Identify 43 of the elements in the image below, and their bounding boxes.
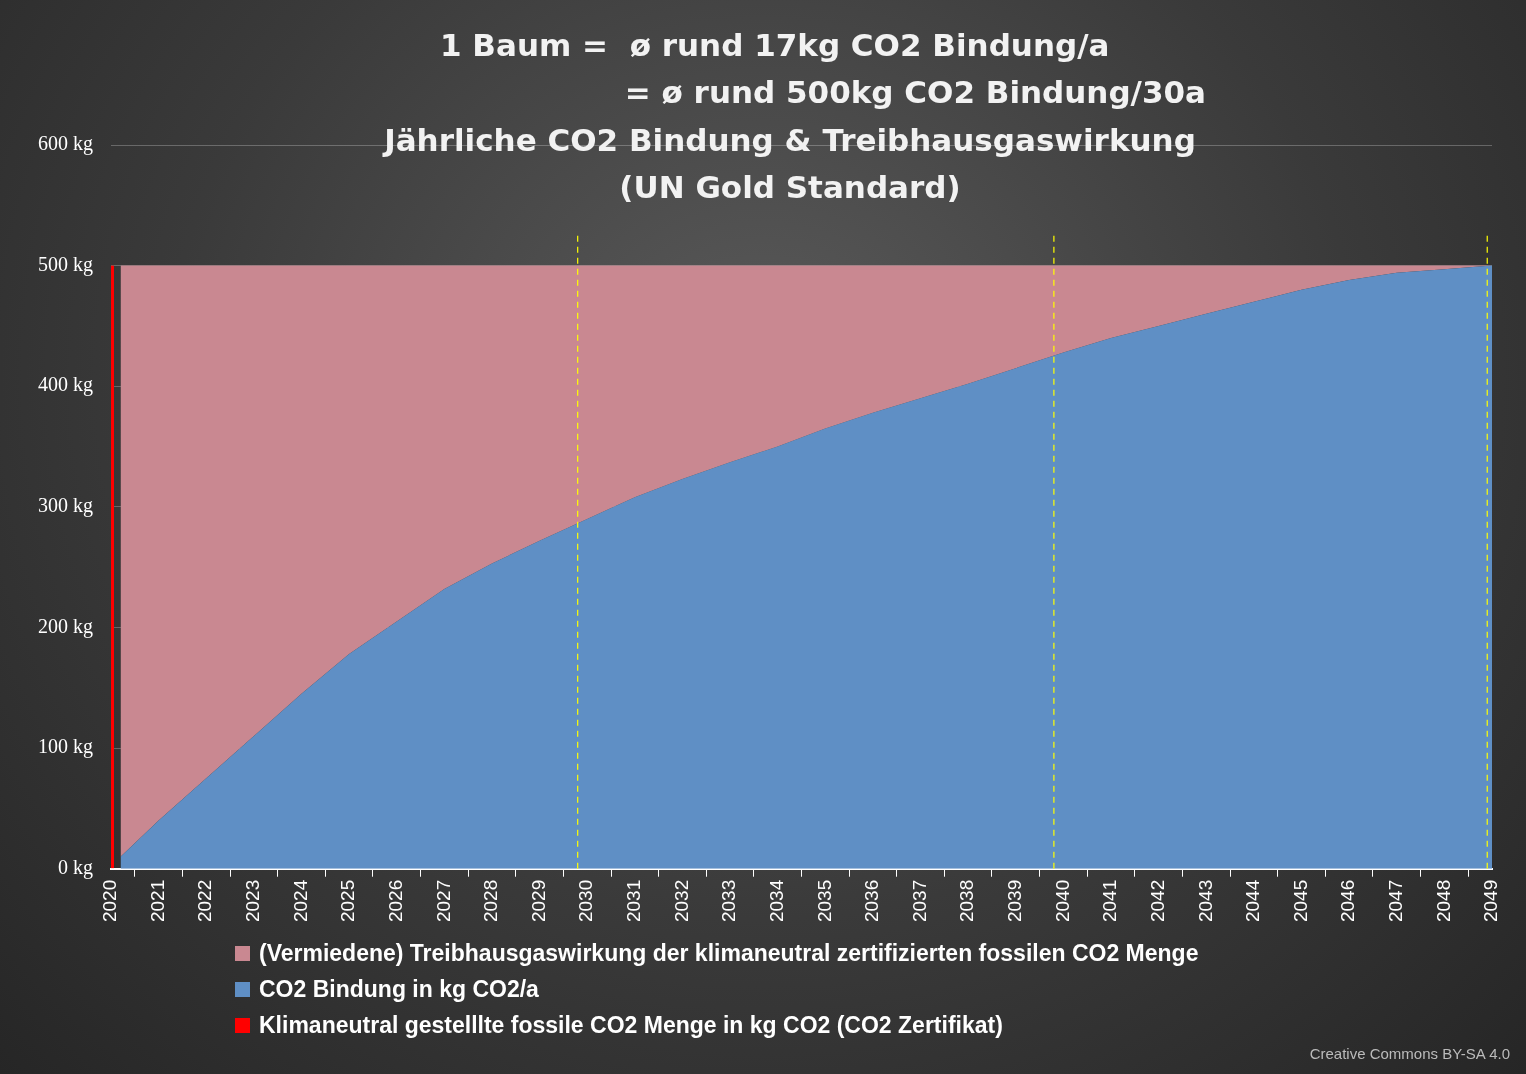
y-tick-label: 0 kg [58, 855, 93, 879]
x-tick-label: 2024 [289, 879, 311, 923]
x-tick-label: 2034 [765, 879, 787, 923]
text: Creative Commons BY-SA 4.0 [1309, 1045, 1510, 1062]
x-tick-label: 2028 [480, 879, 502, 923]
x-tick-label: 2040 [1051, 879, 1073, 923]
x-tick-label: 2032 [670, 879, 692, 923]
x-tick-label: 2035 [813, 879, 835, 923]
x-tick-label: 2025 [337, 879, 359, 923]
y-tick-label: 200 kg [38, 614, 93, 638]
x-tick-label: 2048 [1432, 879, 1454, 923]
x-tick-label: 2031 [623, 879, 645, 923]
y-tick-label: 100 kg [38, 735, 93, 759]
x-tick-label: 2042 [1146, 879, 1168, 923]
y-tick-label: 300 kg [38, 494, 93, 518]
x-tick-label: 2047 [1384, 879, 1406, 923]
legend-label: Klimaneutral gestelllte fossile CO2 Menge in kg CO2 (CO2 Zertifikat) [258, 1010, 1004, 1040]
x-tick-label: 2027 [432, 879, 454, 923]
x-tick-label: 2036 [861, 879, 883, 923]
x-tick-label: 2029 [527, 879, 549, 923]
x-tick-label: 2021 [146, 879, 168, 923]
x-tick-label: 2044 [1242, 879, 1264, 923]
chart-title: 1 Baum = ø rund 17kg CO2 Bindung/a = ø rund 500kg CO2 Bindung/30a [440, 27, 1206, 111]
x-tick-label: 2030 [575, 879, 597, 923]
x-tick-label: 2039 [1004, 879, 1026, 923]
chart-subtitle: Jährliche CO2 Bindung & Treibhausgaswirkung (UN Gold Standard) [382, 122, 1196, 206]
x-tick-label: 2045 [1289, 879, 1311, 923]
x-tick-label: 2022 [194, 879, 216, 923]
x-tick-label: 2026 [384, 879, 406, 923]
x-tick-label: 2038 [956, 879, 978, 923]
x-tick-label: 2020 [99, 879, 121, 923]
x-tick-label: 2043 [1194, 879, 1216, 923]
y-tick-label: 600 kg [38, 132, 93, 156]
x-tick-label: 2046 [1337, 879, 1359, 923]
legend-label: (Vermiedene) Treibhausgaswirkung der klimaneutral zertifizierten fossilen CO2 Menge [258, 938, 1199, 968]
x-tick-label: 2023 [242, 879, 264, 923]
x-tick-label: 2033 [718, 879, 740, 923]
x-tick-label: 2041 [1099, 879, 1121, 923]
legend-label: CO2 Bindung in kg CO2/a [258, 974, 540, 1004]
y-tick-label: 500 kg [38, 252, 93, 276]
x-tick-label: 2049 [1480, 879, 1502, 923]
x-tick-label: 2037 [908, 879, 930, 923]
y-tick-label: 400 kg [38, 373, 93, 397]
